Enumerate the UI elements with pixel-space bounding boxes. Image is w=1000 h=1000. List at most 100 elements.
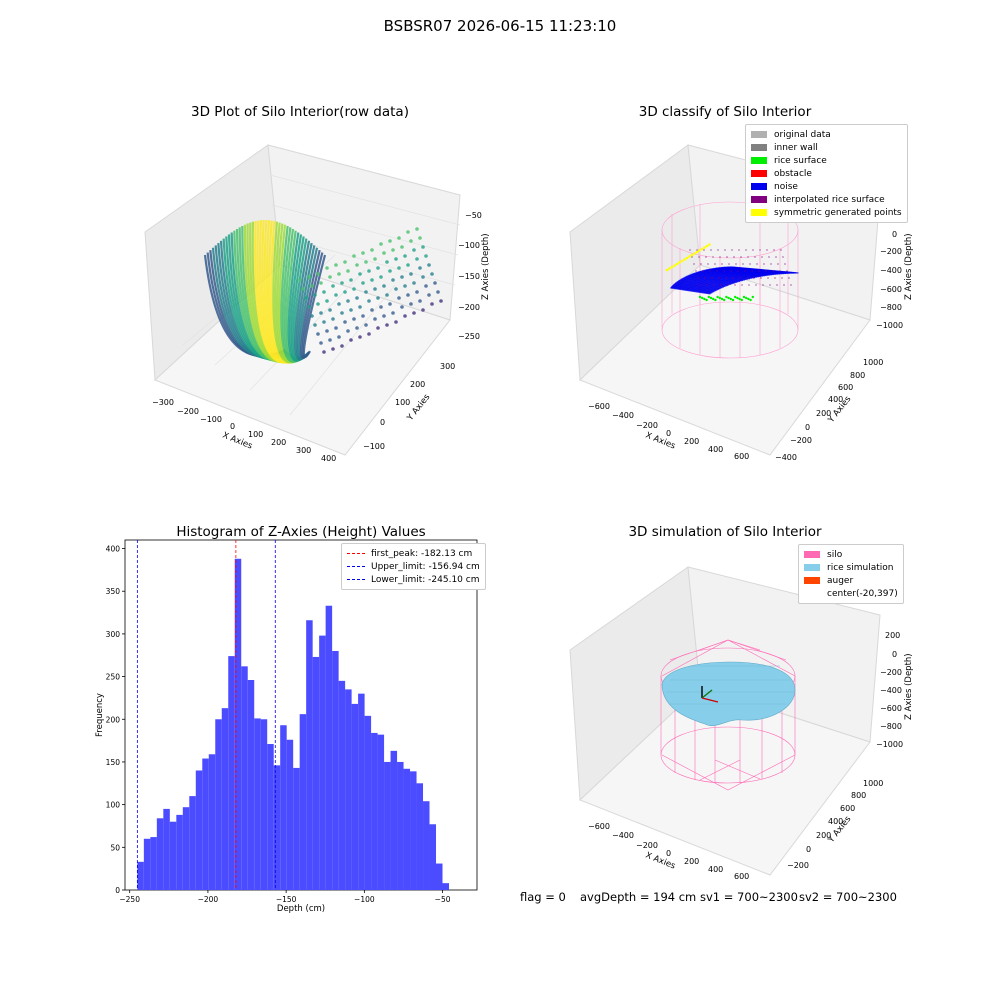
histogram-x-tick: −150 xyxy=(276,895,297,904)
rice-surface-point xyxy=(712,297,715,301)
raw-point xyxy=(322,350,326,354)
sim-y-tick: 0 xyxy=(806,845,811,854)
interpolated-point xyxy=(754,256,756,258)
interpolated-point xyxy=(698,256,700,258)
sim-x-tick: −200 xyxy=(636,841,658,850)
legend-entry: interpolated rice surface xyxy=(751,193,902,206)
sim-x-tick: 400 xyxy=(708,865,723,874)
histogram-bar xyxy=(202,758,209,890)
symmetric-point xyxy=(668,267,671,270)
histogram-bar xyxy=(143,838,151,890)
interpolated-point xyxy=(691,256,693,258)
rice-surface-point xyxy=(742,295,746,299)
histogram-vlines xyxy=(136,540,276,890)
raw-point xyxy=(325,329,329,333)
histogram-bar xyxy=(241,666,248,890)
raw-point xyxy=(328,338,332,342)
symmetric-point xyxy=(665,268,669,272)
interpolated-point xyxy=(776,284,778,286)
raw-point xyxy=(373,257,377,261)
interpolated-point xyxy=(702,270,704,272)
sim-x-tick: −400 xyxy=(612,831,634,840)
interpolated-point xyxy=(758,270,760,272)
raw-point xyxy=(391,248,395,252)
interpolated-point xyxy=(706,284,708,286)
raw-point xyxy=(379,305,383,309)
interpolated-point xyxy=(725,277,727,279)
classify-points xyxy=(665,243,799,302)
raw-point xyxy=(376,326,380,330)
noise-point xyxy=(678,279,726,288)
raw-point xyxy=(340,344,344,348)
histogram-bar xyxy=(260,719,268,890)
interpolated-point xyxy=(786,270,788,272)
raw-point xyxy=(304,296,308,300)
rice-surface-point xyxy=(723,298,726,302)
histogram-bar xyxy=(195,770,203,890)
raw-point xyxy=(385,260,389,264)
histogram-bar xyxy=(189,796,196,890)
footer-sv1: sv1 = 700~2300 xyxy=(700,890,798,904)
raw-point xyxy=(433,281,437,285)
raw-y-tick: 200 xyxy=(410,380,425,389)
interpolated-point xyxy=(737,270,739,272)
raw-point xyxy=(346,269,350,273)
raw-x-tick: 400 xyxy=(321,454,336,463)
raw-point xyxy=(322,290,326,294)
interpolated-point xyxy=(749,263,751,265)
raw-x-tick: −300 xyxy=(152,398,174,407)
interpolated-point xyxy=(721,263,723,265)
symmetric-point xyxy=(703,246,706,249)
histogram-y-tick: 300 xyxy=(106,630,121,639)
noise-point xyxy=(672,284,716,292)
interpolated-point xyxy=(756,263,758,265)
interpolated-point xyxy=(788,277,790,279)
histogram-title: Histogram of Z-Axies (Height) Values xyxy=(176,524,426,540)
raw-z-tick: −150 xyxy=(458,272,480,281)
legend-entry: Lower_limit: -245.10 cm xyxy=(347,573,480,586)
raw-point xyxy=(412,248,416,252)
raw-point xyxy=(403,284,407,288)
raw-point xyxy=(349,278,353,282)
legend-entry: rice surface xyxy=(751,154,902,167)
raw-point xyxy=(430,302,434,306)
rice-surface-point xyxy=(703,297,706,301)
rice-surface-point xyxy=(720,297,724,301)
sim-z-tick: 0 xyxy=(892,650,897,659)
raw-point xyxy=(316,332,320,336)
raw-point xyxy=(364,260,368,264)
legend-label: interpolated rice surface xyxy=(774,194,885,205)
raw-point xyxy=(400,275,404,279)
interpolated-point xyxy=(705,256,707,258)
legend-entry: noise xyxy=(751,180,902,193)
raw-point xyxy=(406,293,410,297)
legend-entry: rice simulation xyxy=(804,561,898,574)
histogram-x-tick: −100 xyxy=(354,895,375,904)
noise-point xyxy=(679,279,727,287)
raw-point xyxy=(421,245,425,249)
raw-point xyxy=(406,263,410,267)
classify-y-tick: 1000 xyxy=(863,358,883,367)
raw-x-tick: 0 xyxy=(230,422,235,431)
interpolated-point xyxy=(707,263,709,265)
sim-pane-floor xyxy=(579,686,871,876)
histogram-bar xyxy=(163,808,170,890)
histogram-bar xyxy=(364,715,372,890)
rice-surface-point xyxy=(714,298,717,302)
raw-point xyxy=(376,266,380,270)
legend-label: silo xyxy=(827,549,843,560)
raw-point xyxy=(325,299,329,303)
sim-z-tick: −200 xyxy=(880,668,902,677)
histogram-bar xyxy=(169,821,177,890)
interpolated-point xyxy=(693,263,695,265)
raw-point xyxy=(397,266,401,270)
sim-x-label: X Axies xyxy=(644,851,677,872)
interpolated-point xyxy=(781,277,783,279)
legend-label: rice surface xyxy=(774,155,827,166)
symmetric-point xyxy=(695,250,699,254)
histogram-y-tick: 150 xyxy=(106,758,121,767)
histogram-y-axis: 0 50 100 150 200 250 300 350 400 xyxy=(106,545,125,895)
legend-entry: obstacle xyxy=(751,167,902,180)
interpolated-point xyxy=(760,277,762,279)
histogram-y-tick: 0 xyxy=(115,886,120,895)
